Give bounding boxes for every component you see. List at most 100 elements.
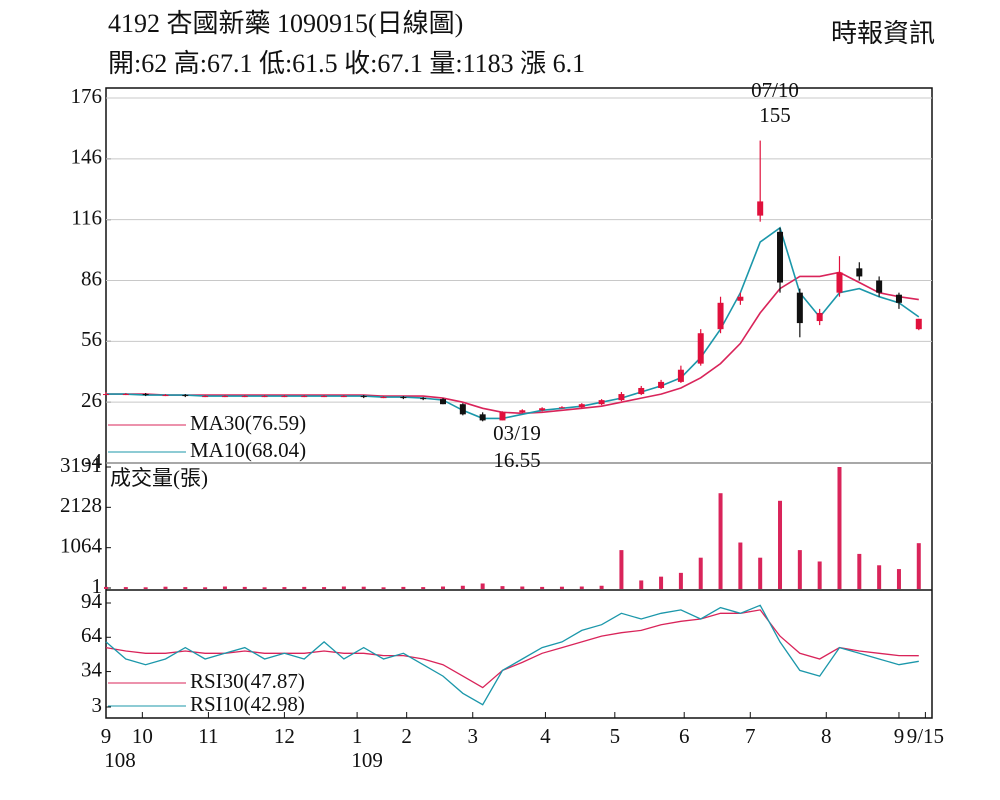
y-tick-label: 1	[92, 574, 103, 598]
volume-bar	[877, 565, 882, 589]
candle-body	[340, 396, 347, 398]
y-tick-label: -4	[85, 449, 103, 473]
volume-bar	[797, 550, 802, 589]
volume-bar	[817, 561, 822, 589]
candle-body	[142, 394, 149, 396]
legend-label: RSI10(42.98)	[190, 692, 305, 716]
candle-body	[499, 412, 506, 421]
ma-line	[106, 271, 919, 415]
volume-bar	[540, 586, 545, 589]
candle-body	[558, 407, 565, 409]
candle-body	[737, 296, 744, 301]
rsi-line	[105, 604, 919, 706]
volume-bar	[778, 500, 783, 589]
volume-bar	[837, 467, 842, 589]
annotation: 155	[759, 103, 791, 127]
candle-body	[796, 292, 803, 324]
y-tick-label: 3191	[60, 453, 102, 477]
candle-body	[221, 396, 228, 398]
y-tick-label: 86	[81, 266, 102, 290]
volume-bar	[559, 586, 564, 589]
candle-body	[321, 396, 328, 398]
y-tick-label: 56	[81, 327, 102, 351]
candle-body	[440, 399, 447, 405]
candle-body	[895, 294, 902, 303]
y-tick-label: 176	[71, 84, 103, 108]
candle-body	[182, 395, 189, 397]
candle-body	[856, 268, 863, 277]
frame	[105, 87, 933, 719]
volume-bar	[659, 576, 664, 589]
candle-body	[400, 397, 407, 399]
x-tick-label: 5	[610, 724, 621, 748]
candle-body	[816, 312, 823, 322]
x-tick-label: 8	[821, 724, 832, 748]
candle-body	[697, 333, 704, 364]
candle-body	[162, 395, 169, 397]
candle-body	[519, 410, 526, 413]
source: 時報資訊	[831, 19, 935, 48]
candle-body	[658, 381, 665, 388]
volume-bar	[758, 557, 763, 589]
volume-bar	[500, 586, 505, 589]
volume-bar	[916, 543, 921, 589]
candle-body	[281, 396, 288, 398]
candle-body	[420, 398, 427, 400]
volume-bar	[639, 580, 644, 589]
ma-line	[106, 226, 920, 420]
volume-bar	[718, 493, 723, 589]
volume-bar	[262, 587, 267, 589]
volume-bar	[143, 587, 148, 589]
y-tick-label: 64	[81, 623, 103, 647]
volume-bar	[163, 586, 168, 589]
volume-bar	[381, 587, 386, 589]
volume-bar	[401, 586, 406, 589]
volume-bar	[619, 550, 624, 589]
volume-bar	[896, 569, 901, 589]
volume-bar	[421, 587, 426, 589]
x-tick-label: 12	[274, 724, 295, 748]
y-tick-label: 116	[71, 205, 102, 229]
volume-bar	[441, 586, 446, 589]
volume-bar	[857, 553, 862, 589]
volume-bar	[322, 587, 327, 589]
x-tick-label: 11	[198, 724, 218, 748]
x-tick-label: 6	[679, 724, 690, 748]
y-tick-label: 26	[81, 388, 102, 412]
volume-bar	[282, 587, 287, 589]
candle-body	[301, 396, 308, 398]
volume-bar	[738, 542, 743, 589]
quote: 開:62 高:67.1 低:61.5 收:67.1 量:1183 漲 6.1	[108, 49, 585, 78]
y-tick-label: 1064	[60, 533, 103, 557]
y-tick-label: 34	[81, 657, 103, 681]
year-label: 109	[351, 748, 383, 772]
annotation: 03/19	[493, 421, 541, 445]
volume-bar	[678, 572, 683, 589]
volume-bar	[222, 586, 227, 589]
candle-body	[539, 408, 546, 411]
candle-body	[459, 404, 466, 415]
candle-body	[578, 404, 585, 408]
legend-label: MA10(68.04)	[190, 438, 306, 462]
volume-bar	[123, 587, 128, 589]
y-tick-label: 94	[81, 589, 103, 613]
y-tick-label: 2128	[60, 493, 102, 517]
title: 4192 杏國新藥 1090915(日線圖)	[108, 9, 463, 38]
candle-body	[638, 387, 645, 395]
volume-bar	[698, 557, 703, 589]
candle-body	[380, 397, 387, 399]
volume-bar	[242, 586, 247, 589]
legend-label: RSI30(47.87)	[190, 669, 305, 693]
candle-body	[202, 396, 209, 398]
y-tick-label: 3	[92, 693, 103, 717]
x-tick-label: 9	[101, 724, 112, 748]
candle-body	[717, 302, 724, 330]
candle-body	[777, 231, 784, 283]
candle-body	[103, 394, 109, 396]
candle-body	[598, 400, 605, 405]
volume-bar	[183, 587, 188, 589]
volume-bar	[480, 583, 485, 589]
panel-title: 成交量(張)	[110, 466, 208, 490]
annotation: 16.55	[493, 448, 540, 472]
